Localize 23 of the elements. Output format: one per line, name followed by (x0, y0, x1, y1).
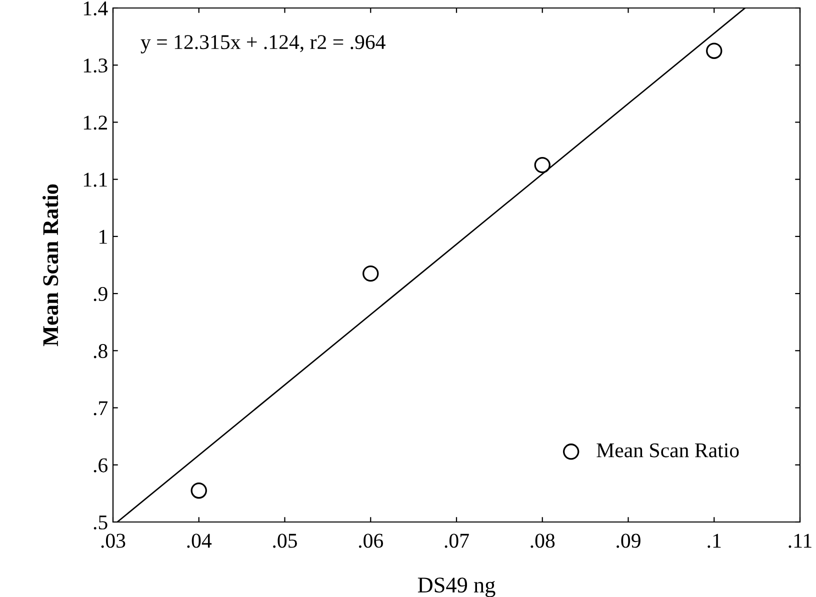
x-tick-label: .04 (187, 534, 212, 548)
x-axis-title: DS49 ng (418, 578, 496, 597)
x-tick-label: .11 (788, 534, 812, 548)
y-tick-label: .8 (94, 344, 108, 358)
y-tick-label: 1 (100, 230, 107, 244)
x-tick-label: .09 (616, 534, 640, 548)
x-tick-label: .1 (708, 534, 721, 548)
x-tick-label: .03 (101, 534, 126, 548)
legend-label: Mean Scan Ratio (596, 443, 739, 458)
x-tick-label: .06 (358, 534, 384, 548)
y-tick-label: .5 (94, 516, 108, 530)
y-tick-label: 1.2 (84, 116, 107, 130)
x-tick-label: .05 (273, 534, 297, 548)
y-tick-label: .7 (94, 401, 108, 416)
x-tick-label: .07 (444, 534, 469, 548)
y-tick-label: .6 (94, 458, 108, 472)
y-tick-label: .9 (94, 286, 108, 302)
y-axis-title: Mean Scan Ratio (42, 184, 58, 346)
y-tick-label: 1.4 (84, 1, 108, 16)
x-tick-label: .08 (530, 534, 555, 548)
y-tick-label: 1.1 (84, 172, 107, 187)
y-tick-label: 1.3 (84, 58, 108, 73)
annotation: y = 12.315x + .124, r2 = .964 (140, 35, 386, 54)
